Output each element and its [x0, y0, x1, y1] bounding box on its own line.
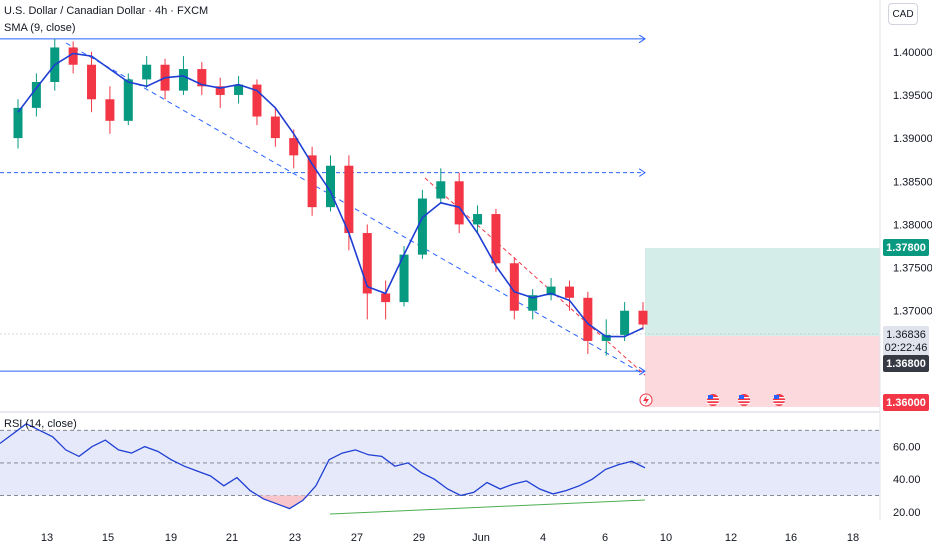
time-tick-label: 15	[102, 532, 114, 544]
time-tick-label: 16	[785, 532, 797, 544]
candle-body	[197, 69, 207, 87]
rsi-line[interactable]	[0, 423, 646, 510]
candle-body	[31, 82, 41, 108]
candle-body	[509, 263, 519, 311]
time-axis[interactable]: 13 15 19 21 23 27 29 Jun 4 6 10 12 16 18	[41, 532, 859, 544]
bear-trendline-blue[interactable]	[65, 42, 646, 376]
time-tick-label: 19	[165, 532, 177, 544]
horizontal-levels[interactable]	[0, 39, 645, 371]
price-pane[interactable]	[0, 39, 880, 407]
price-tick-label: 1.38500	[893, 176, 932, 188]
us-flag-icon[interactable]	[773, 394, 785, 406]
price-tick-label: 1.39000	[893, 133, 932, 145]
countdown-label: 02:22:46	[883, 339, 929, 356]
rsi-tick-label: 60.00	[893, 442, 921, 454]
rsi-band	[0, 430, 880, 496]
candle-body	[546, 286, 556, 296]
candle-body	[436, 181, 446, 199]
candle-body	[638, 310, 648, 325]
time-tick-label: 23	[289, 532, 301, 544]
event-icons[interactable]	[639, 393, 785, 407]
candle-body	[381, 293, 391, 303]
trade-stop-zone	[645, 336, 880, 407]
us-flag-icon[interactable]	[738, 394, 750, 406]
rsi-pane[interactable]	[0, 423, 880, 515]
time-tick-label: 27	[351, 532, 363, 544]
time-tick-label: 21	[226, 532, 238, 544]
rsi-axis[interactable]: 60.00 40.00 20.00	[893, 442, 921, 519]
price-tick-label: 1.39500	[893, 90, 932, 102]
candle-body	[105, 99, 115, 121]
candle-body	[252, 84, 262, 117]
price-tick-label: 1.37000	[893, 306, 932, 318]
candle-body	[234, 84, 244, 95]
candle-body	[564, 286, 574, 298]
us-flag-icon[interactable]	[707, 394, 719, 406]
time-tick-label: 18	[847, 532, 859, 544]
candle-body	[362, 233, 372, 294]
time-tick-label: 12	[725, 532, 737, 544]
entry-price-label: 1.36800	[883, 355, 929, 372]
current-price-label: 1.36836	[883, 326, 929, 343]
rsi-divergence-line[interactable]	[329, 499, 646, 515]
candle-body	[289, 138, 299, 156]
price-tick-label: 1.38000	[893, 219, 932, 231]
time-tick-label: 29	[413, 532, 425, 544]
rsi-legend: RSI (14, close)	[4, 418, 77, 430]
candle-body	[454, 181, 464, 225]
rsi-tick-label: 40.00	[893, 474, 921, 486]
candle-body	[307, 155, 317, 208]
candle-body	[491, 214, 501, 264]
time-tick-label: 10	[660, 532, 672, 544]
candle-body	[215, 86, 225, 95]
candle-body	[601, 334, 611, 341]
candle-body	[473, 214, 483, 225]
currency-button[interactable]: CAD	[888, 3, 918, 25]
price-tick-label: 1.40000	[893, 47, 932, 59]
time-tick-label: 13	[41, 532, 53, 544]
candle-body	[178, 69, 188, 91]
candle-body	[344, 165, 354, 234]
candle-body	[326, 165, 335, 208]
candle-body	[583, 297, 593, 341]
target-price-label: 1.37800	[883, 239, 929, 256]
trade-target-zone	[645, 248, 880, 336]
candle-body	[123, 79, 133, 121]
sma-line[interactable]	[17, 52, 644, 338]
sma-legend: SMA (9, close)	[4, 22, 76, 34]
time-tick-label: 4	[540, 532, 546, 544]
candle-body	[270, 116, 280, 139]
stop-price-label: 1.36000	[883, 394, 929, 411]
candle-body	[142, 64, 152, 80]
candle-body	[528, 295, 538, 311]
time-tick-label: 6	[602, 532, 608, 544]
symbol-title: U.S. Dollar / Canadian Dollar · 4h · FXC…	[4, 5, 209, 17]
price-axis[interactable]: 1.40000 1.39500 1.39000 1.38500 1.38000 1.375…	[893, 47, 932, 318]
trendlines[interactable]	[65, 42, 646, 376]
candle-body	[620, 310, 630, 335]
candle-body	[417, 198, 427, 255]
time-tick-label: Jun	[472, 532, 490, 544]
candles	[13, 38, 648, 356]
rsi-tick-label: 20.00	[893, 507, 921, 519]
candle-body	[13, 107, 23, 139]
flash-icon[interactable]	[639, 393, 653, 407]
candle-body	[87, 64, 97, 100]
rsi-oversold-fill	[256, 495, 310, 509]
candle-body	[399, 254, 409, 303]
candle-body	[68, 47, 78, 65]
price-tick-label: 1.37500	[893, 263, 932, 275]
